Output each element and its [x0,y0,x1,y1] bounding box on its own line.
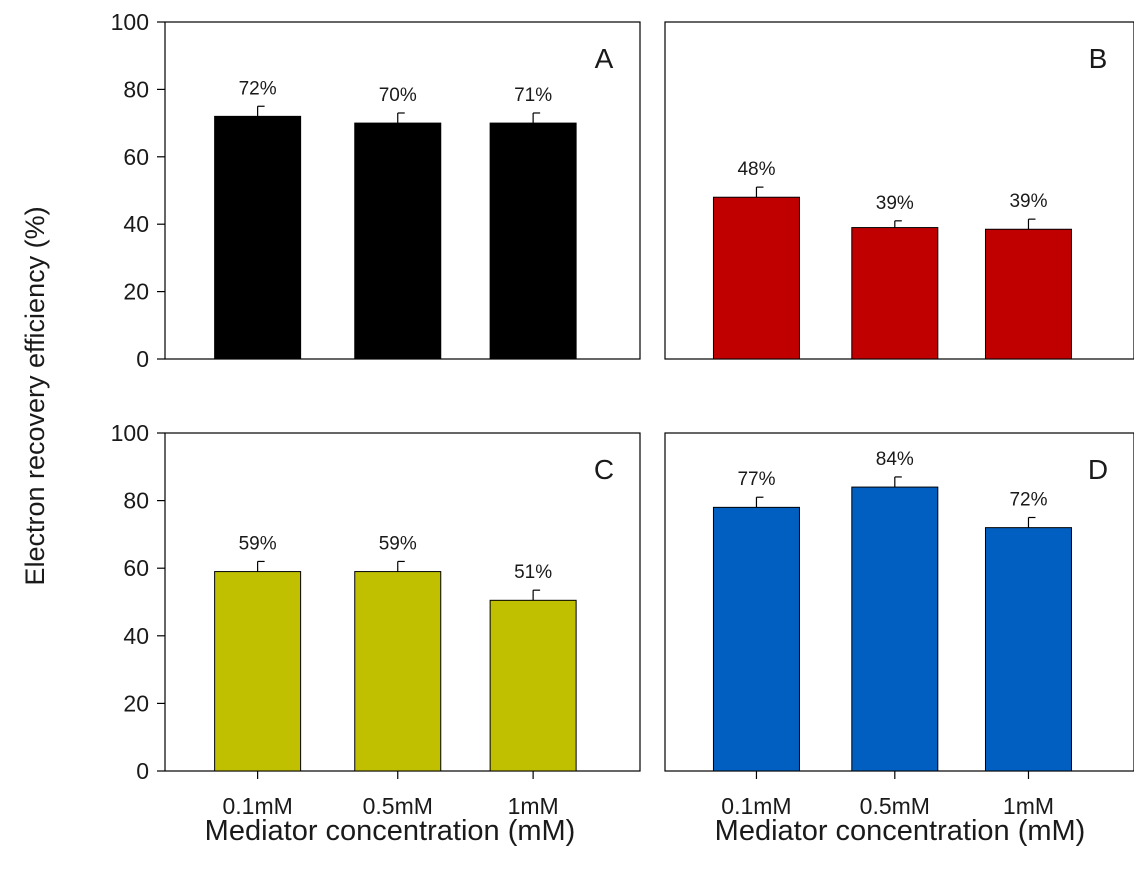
y-axis-title: Electron recovery efficiency (%) [20,206,50,585]
panel-c: 0 20 40 60 80 100 0.1mM 59% 0.5mM 59% 1mM 51% C [111,420,641,819]
panel-letter-b: B [1089,43,1108,74]
bar-d-0.1mM [712,506,800,772]
y-tick-label-100: 100 [111,420,149,446]
x-axis-title-left: Mediator concentration (mM) [205,815,576,847]
data-label-b-1mM: 39% [1009,191,1047,212]
data-label-b-0.5mM: 39% [876,193,914,214]
bar-c-0.1mM [214,571,302,772]
bar-b-1mM [984,228,1072,360]
x-tick-label-0.1mM: 0.1mM [222,793,292,819]
panel-b: 48% 39% 39% B [664,21,1134,360]
y-tick-label-40: 40 [123,623,149,649]
y-tick-label-40: 40 [123,211,149,237]
data-label-c-0.5mM: 59% [379,533,417,554]
panel-letter-a: A [595,43,614,74]
data-label-a-0.1mM: 72% [239,78,277,99]
panel-letter-d: D [1088,454,1108,485]
x-tick-label-1mM: 1mM [508,793,559,819]
y-tick-label-20: 20 [123,690,149,716]
x-tick-label-1mM: 1mM [1003,793,1054,819]
bar-d-0.5mM [851,486,939,772]
panel-d: 0.1mM 77% 0.5mM 84% 1mM 72% D [664,432,1134,819]
y-tick-label-60: 60 [123,555,149,581]
bar-a-0.5mM [354,122,442,360]
y-tick-label-80: 80 [123,488,149,514]
data-label-d-0.1mM: 77% [737,469,775,490]
bar-a-1mM [489,122,577,360]
y-tick-label-80: 80 [123,76,149,102]
y-tick-label-100: 100 [111,9,149,35]
chart-panels: 0 20 40 60 80 100 72% 70% 71% A 48% 39% 39% B 0 20 40 60 8… [111,9,1134,819]
y-tick-label-20: 20 [123,279,149,305]
data-label-b-0.1mM: 48% [737,159,775,180]
x-tick-label-0.5mM: 0.5mM [860,793,930,819]
data-label-d-1mM: 72% [1009,490,1047,511]
bar-a-0.1mM [214,115,302,360]
panel-a: 0 20 40 60 80 100 72% 70% 71% A [111,9,641,372]
y-tick-label-0: 0 [136,758,149,784]
data-label-d-0.5mM: 84% [876,449,914,470]
data-label-c-1mM: 51% [514,562,552,583]
bar-c-0.5mM [354,571,442,772]
bar-d-1mM [984,527,1072,772]
data-label-a-0.5mM: 70% [379,85,417,106]
data-label-a-1mM: 71% [514,85,552,106]
x-tick-label-0.1mM: 0.1mM [721,793,791,819]
bar-c-1mM [489,599,577,772]
data-label-c-0.1mM: 59% [239,533,277,554]
x-tick-label-0.5mM: 0.5mM [363,793,433,819]
x-axis-title-right: Mediator concentration (mM) [715,815,1086,847]
y-tick-label-0: 0 [136,346,149,372]
bar-b-0.5mM [851,227,939,360]
y-tick-label-60: 60 [123,144,149,170]
bar-b-0.1mM [712,196,800,360]
panel-letter-c: C [594,454,614,485]
